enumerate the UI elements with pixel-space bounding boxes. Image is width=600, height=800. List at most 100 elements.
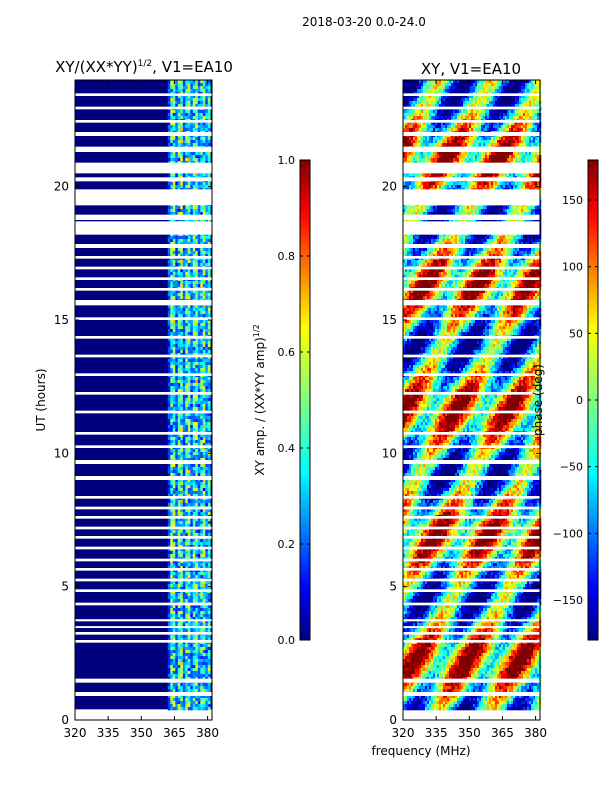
amplitude-heatmap-cell bbox=[170, 368, 173, 371]
amplitude-heatmap-cell bbox=[193, 137, 196, 140]
amplitude-heatmap-cell bbox=[183, 263, 186, 266]
amplitude-heatmap-cell bbox=[198, 182, 201, 185]
amplitude-heatmap-cell bbox=[183, 86, 186, 89]
amplitude-heatmap-cell bbox=[185, 206, 188, 209]
amplitude-heatmap-cell bbox=[198, 422, 201, 425]
amplitude-heatmap-cell bbox=[190, 452, 193, 455]
amplitude-heatmap-cell bbox=[195, 125, 198, 128]
amplitude-heatmap-cell bbox=[173, 116, 176, 119]
amplitude-heatmap-cell bbox=[190, 296, 193, 299]
amplitude-heatmap-cell bbox=[203, 305, 206, 308]
amplitude-heatmap-cell bbox=[198, 137, 201, 140]
amplitude-heatmap-cell bbox=[198, 491, 201, 494]
amplitude-heatmap-cell bbox=[185, 473, 188, 476]
amplitude-heatmap-cell bbox=[193, 503, 196, 506]
amplitude-heatmap-cell bbox=[203, 155, 206, 158]
amplitude-heatmap-cell bbox=[180, 329, 183, 332]
amplitude-heatmap-cell bbox=[195, 368, 198, 371]
amplitude-heatmap-cell bbox=[178, 425, 181, 428]
amplitude-heatmap-cell bbox=[200, 407, 203, 410]
amplitude-heatmap-cell bbox=[180, 362, 183, 365]
amplitude-heatmap-cell bbox=[170, 512, 173, 515]
amplitude-heatmap-cell bbox=[200, 83, 203, 86]
amplitude-heatmap-cell bbox=[198, 464, 201, 467]
amplitude-heatmap-cell bbox=[173, 326, 176, 329]
amplitude-heatmap-cell bbox=[173, 269, 176, 272]
amplitude-heatmap-cell bbox=[183, 143, 186, 146]
amplitude-heatmap-cell bbox=[173, 413, 176, 416]
amplitude-heatmap-cell bbox=[185, 326, 188, 329]
amplitude-heatmap-cell bbox=[180, 83, 183, 86]
amplitude-heatmap-cell bbox=[208, 128, 211, 131]
amplitude-heatmap-cell bbox=[168, 272, 171, 275]
amplitude-heatmap-cell bbox=[168, 503, 171, 506]
amplitude-heatmap-cell bbox=[190, 293, 193, 296]
amplitude-heatmap-cell bbox=[193, 311, 196, 314]
amplitude-heatmap-cell bbox=[185, 284, 188, 287]
amplitude-heatmap-cell bbox=[203, 272, 206, 275]
amplitude-heatmap-cell bbox=[200, 368, 203, 371]
amplitude-heatmap-cell bbox=[190, 326, 193, 329]
amplitude-heatmap-cell bbox=[190, 470, 193, 473]
amplitude-heatmap-cell bbox=[190, 365, 193, 368]
amplitude-heatmap-cell bbox=[190, 440, 193, 443]
amplitude-heatmap-cell bbox=[195, 500, 198, 503]
amplitude-heatmap-cell bbox=[185, 86, 188, 89]
amplitude-heatmap-cell bbox=[170, 398, 173, 401]
amplitude-heatmap-cell bbox=[193, 251, 196, 254]
amplitude-heatmap-cell bbox=[183, 509, 186, 512]
amplitude-heatmap-cell bbox=[198, 380, 201, 383]
amplitude-heatmap-cell bbox=[168, 572, 171, 575]
amplitude-heatmap-cell bbox=[185, 143, 188, 146]
amplitude-heatmap-cell bbox=[170, 206, 173, 209]
amplitude-heatmap-cell bbox=[185, 470, 188, 473]
amplitude-heatmap-cell bbox=[185, 485, 188, 488]
amplitude-heatmap-cell bbox=[173, 488, 176, 491]
amplitude-heatmap-cell bbox=[180, 311, 183, 314]
amplitude-heatmap-cell bbox=[173, 530, 176, 533]
amplitude-heatmap-cell bbox=[205, 329, 208, 332]
amplitude-heatmap-cell bbox=[198, 554, 201, 557]
amplitude-heatmap-cell bbox=[208, 326, 211, 329]
amplitude-heatmap-cell bbox=[198, 86, 201, 89]
amplitude-heatmap-cell bbox=[178, 152, 181, 155]
amplitude-heatmap-cell bbox=[193, 485, 196, 488]
amplitude-heatmap-cell bbox=[203, 185, 206, 188]
amplitude-heatmap-cell bbox=[168, 470, 171, 473]
amplitude-heatmap-cell bbox=[193, 359, 196, 362]
amplitude-heatmap-cell bbox=[205, 239, 208, 242]
amplitude-heatmap-cell bbox=[170, 503, 173, 506]
amplitude-heatmap-cell bbox=[183, 428, 186, 431]
amplitude-heatmap-cell bbox=[185, 398, 188, 401]
amplitude-heatmap-cell bbox=[173, 86, 176, 89]
amplitude-heatmap-cell bbox=[203, 116, 206, 119]
amplitude-heatmap-cell bbox=[185, 422, 188, 425]
amplitude-heatmap-cell bbox=[180, 347, 183, 350]
amplitude-heatmap-cell bbox=[193, 140, 196, 143]
amplitude-heatmap-cell bbox=[188, 539, 191, 542]
amplitude-heatmap-cell bbox=[198, 503, 201, 506]
amplitude-heatmap-cell bbox=[178, 440, 181, 443]
amplitude-heatmap-cell bbox=[175, 521, 178, 524]
amplitude-heatmap-cell bbox=[203, 173, 206, 176]
amplitude-heatmap-cell bbox=[180, 326, 183, 329]
amplitude-heatmap-cell bbox=[200, 359, 203, 362]
amplitude-heatmap-cell bbox=[178, 422, 181, 425]
amplitude-heatmap-cell bbox=[168, 284, 171, 287]
amplitude-heatmap-cell bbox=[173, 248, 176, 251]
amplitude-heatmap-cell bbox=[168, 389, 171, 392]
amplitude-heatmap-cell bbox=[168, 326, 171, 329]
amplitude-heatmap-cell bbox=[193, 350, 196, 353]
amplitude-heatmap-cell bbox=[178, 89, 181, 92]
amplitude-heatmap-cell bbox=[175, 551, 178, 554]
amplitude-heatmap-cell bbox=[170, 89, 173, 92]
amplitude-heatmap-cell bbox=[203, 563, 206, 566]
amplitude-heatmap-cell bbox=[188, 98, 191, 101]
amplitude-heatmap-cell bbox=[190, 128, 193, 131]
amplitude-heatmap-cell bbox=[178, 209, 181, 212]
amplitude-heatmap-cell bbox=[173, 305, 176, 308]
amplitude-heatmap-cell bbox=[193, 125, 196, 128]
amplitude-heatmap-cell bbox=[193, 404, 196, 407]
amplitude-heatmap-cell bbox=[180, 386, 183, 389]
amplitude-heatmap-cell bbox=[200, 263, 203, 266]
